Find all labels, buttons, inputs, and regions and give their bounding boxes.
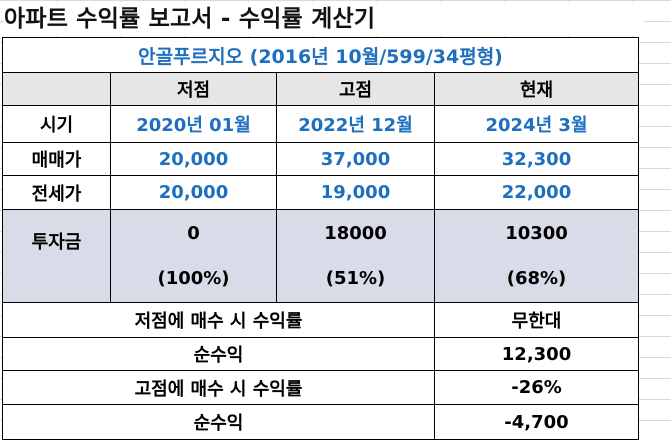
investment-low-amount: 0 xyxy=(187,223,200,244)
investment-current-amount: 10300 xyxy=(505,223,568,244)
column-header-low[interactable]: 저점 xyxy=(110,72,277,106)
row-label-sale-price[interactable]: 매매가 xyxy=(2,142,111,176)
header-empty-cell[interactable] xyxy=(2,72,111,106)
summary-label-high-buy-return[interactable]: 고점에 매수 시 수익률 xyxy=(2,370,435,405)
jeonse-price-high[interactable]: 19,000 xyxy=(276,175,435,210)
sale-price-high[interactable]: 37,000 xyxy=(276,142,435,176)
investment-low-cell[interactable]: 0 (100%) xyxy=(110,209,277,303)
investment-current-cell[interactable]: 10300 (68%) xyxy=(433,209,640,303)
summary-value-low-net-profit[interactable]: 12,300 xyxy=(433,337,640,371)
sale-price-low[interactable]: 20,000 xyxy=(110,142,277,176)
investment-high-amount: 18000 xyxy=(324,223,387,244)
jeonse-price-current[interactable]: 22,000 xyxy=(433,175,640,210)
sale-price-current[interactable]: 32,300 xyxy=(433,142,640,176)
summary-label-low-buy-return[interactable]: 저점에 매수 시 수익률 xyxy=(2,302,435,338)
jeonse-price-low[interactable]: 20,000 xyxy=(110,175,277,210)
investment-high-ratio: (51%) xyxy=(325,268,386,289)
row-label-investment[interactable]: 투자금 xyxy=(2,209,111,303)
investment-low-ratio: (100%) xyxy=(157,268,230,289)
page-title: 아파트 수익률 보고서 - 수익률 계산기 xyxy=(4,2,644,36)
period-high[interactable]: 2022년 12월 xyxy=(276,105,435,143)
summary-value-high-net-profit[interactable]: -4,700 xyxy=(433,404,640,440)
row-label-period[interactable]: 시기 xyxy=(2,105,111,143)
period-current[interactable]: 2024년 3월 xyxy=(433,105,640,143)
summary-label-high-net-profit[interactable]: 순수익 xyxy=(2,404,435,440)
column-header-current[interactable]: 현재 xyxy=(433,72,640,106)
row-label-jeonse-price[interactable]: 전세가 xyxy=(2,175,111,210)
summary-value-high-buy-return[interactable]: -26% xyxy=(433,370,640,405)
period-low[interactable]: 2020년 01월 xyxy=(110,105,277,143)
summary-value-low-buy-return[interactable]: 무한대 xyxy=(433,302,640,338)
investment-current-ratio: (68%) xyxy=(506,268,567,289)
investment-high-cell[interactable]: 18000 (51%) xyxy=(276,209,435,303)
column-header-high[interactable]: 고점 xyxy=(276,72,435,106)
property-title[interactable]: 안골푸르지오 (2016년 10월/599/34평형) xyxy=(1,37,640,73)
summary-label-low-net-profit[interactable]: 순수익 xyxy=(2,337,435,371)
report-table: 안골푸르지오 (2016년 10월/599/34평형) 저점 고점 현재 시기 … xyxy=(1,37,640,440)
